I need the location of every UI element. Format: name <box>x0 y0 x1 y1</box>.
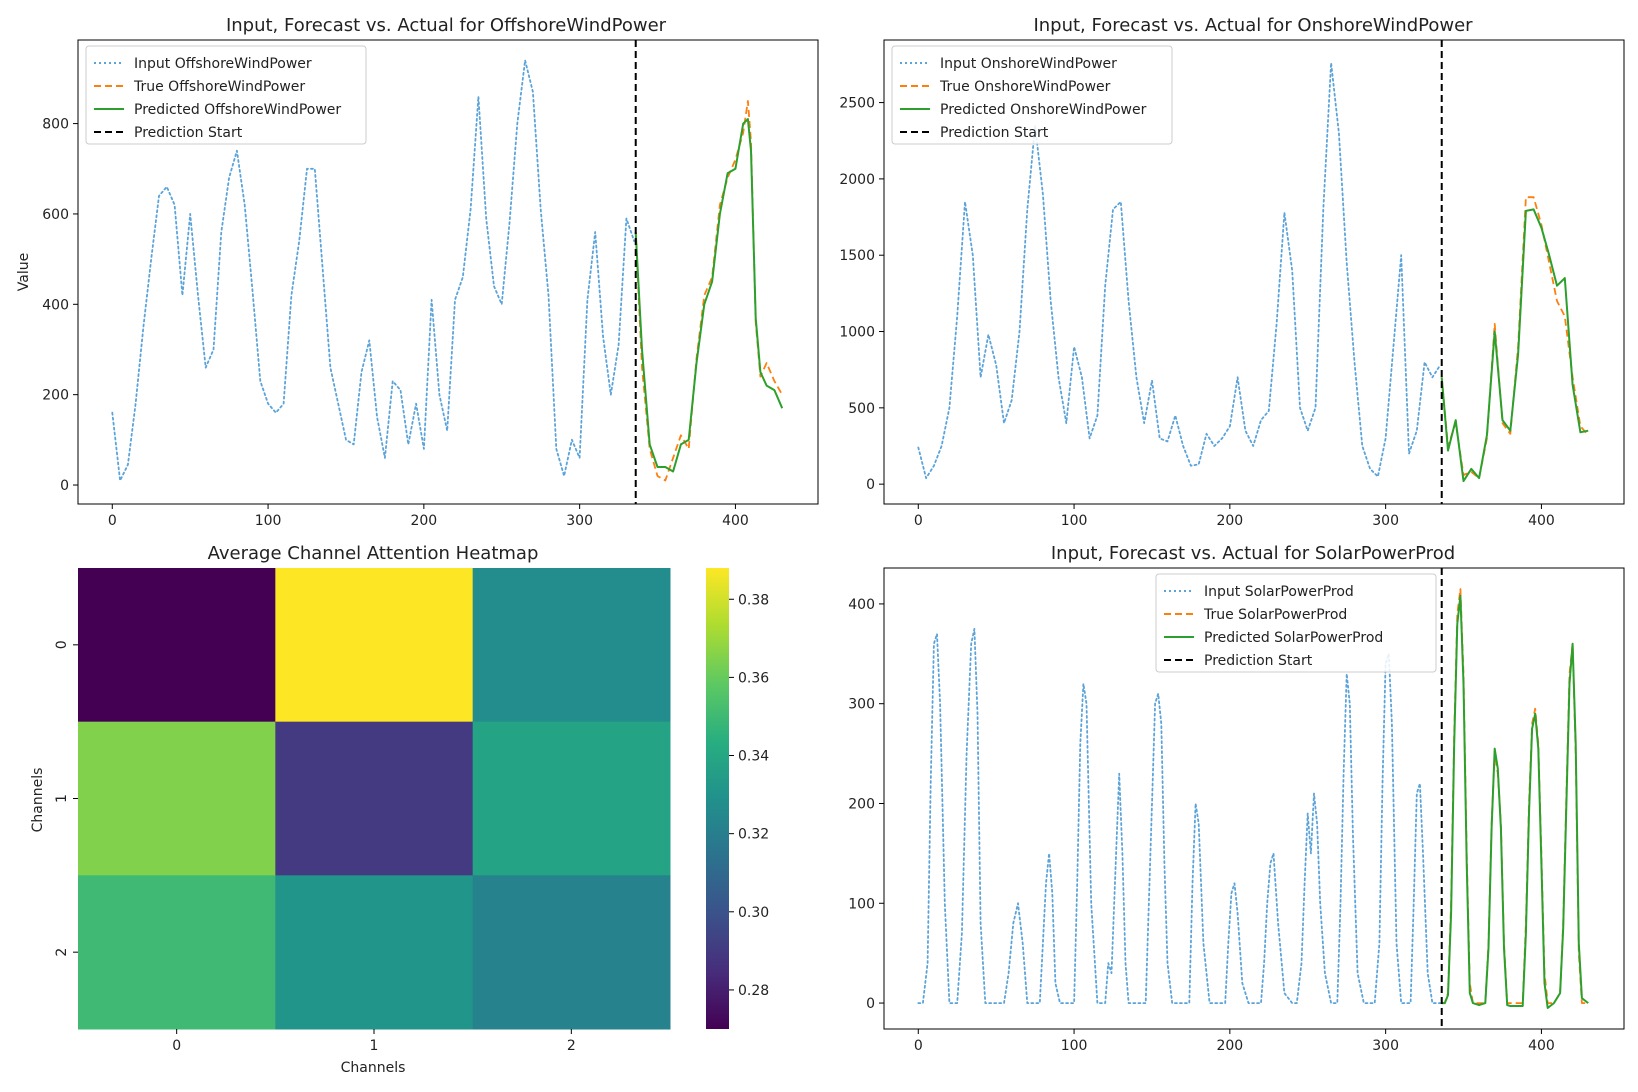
series-line-dashed <box>1440 196 1589 479</box>
x-tick-label: 0 <box>108 513 117 529</box>
legend-box <box>1155 573 1437 673</box>
colorbar-tick-label: 0.28 <box>738 983 769 999</box>
chart-heatmap: Average Channel Attention Heatmap Channe… <box>30 543 769 1076</box>
legend-box <box>85 45 367 145</box>
legend-label: Input SolarPowerProd <box>1204 584 1354 600</box>
x-tick-label: 0 <box>914 513 923 529</box>
x-tick-label: 200 <box>1216 1038 1243 1054</box>
x-tick-label: 100 <box>1061 1038 1088 1054</box>
plot-frame <box>883 39 1625 505</box>
y-tick-label: 400 <box>848 597 875 613</box>
x-tick-label: 1 <box>370 1038 379 1054</box>
legend-label: Prediction Start <box>1204 653 1313 669</box>
heatmap-cell <box>78 568 276 723</box>
y-tick-label: 200 <box>848 796 875 812</box>
legend-label: Prediction Start <box>940 125 1049 141</box>
legend-label: Predicted OffshoreWindPower <box>134 102 341 118</box>
series-line-solid <box>1440 208 1589 483</box>
y-tick-label: 200 <box>42 388 69 404</box>
y-tick-label: 0 <box>60 478 69 494</box>
y-tick-label: 0 <box>866 996 875 1012</box>
x-tick-label: 400 <box>722 513 749 529</box>
chart-onshore-title: Input, Forecast vs. Actual for OnshoreWi… <box>1033 15 1473 36</box>
series-line-dotted <box>111 59 636 482</box>
y-tick-label: 500 <box>848 401 875 417</box>
y-tick-label: 1 <box>54 794 70 803</box>
y-tick-label: 2 <box>54 948 70 957</box>
x-tick-label: 200 <box>1216 513 1243 529</box>
heatmap-ylabel: Channels <box>30 768 46 833</box>
heatmap-xlabel: Channels <box>341 1060 406 1076</box>
colorbar-tick-label: 0.34 <box>738 749 769 765</box>
x-tick-label: 100 <box>1061 513 1088 529</box>
y-tick-label: 2000 <box>839 172 875 188</box>
chart-onshore: Input, Forecast vs. Actual for OnshoreWi… <box>839 15 1625 529</box>
x-tick-label: 300 <box>566 513 593 529</box>
x-tick-label: 300 <box>1372 1038 1399 1054</box>
series-line-dotted <box>917 62 1442 479</box>
heatmap-cell <box>472 875 671 1030</box>
heatmap-cell <box>275 875 474 1030</box>
chart-solar-title: Input, Forecast vs. Actual for SolarPowe… <box>1051 543 1455 564</box>
x-tick-label: 300 <box>1372 513 1399 529</box>
heatmap-cell <box>78 721 276 876</box>
heatmap-cell <box>78 875 276 1030</box>
legend-label: Predicted OnshoreWindPower <box>940 102 1147 118</box>
colorbar-tick-label: 0.36 <box>738 670 769 686</box>
legend-label: Predicted SolarPowerProd <box>1204 630 1383 646</box>
colorbar-tick-label: 0.32 <box>738 827 769 843</box>
heatmap-cell <box>472 568 671 723</box>
x-tick-label: 0 <box>914 1038 923 1054</box>
series-line-solid <box>1441 594 1589 1009</box>
heatmap-cell <box>275 568 474 723</box>
y-tick-label: 400 <box>42 297 69 313</box>
chart-offshore-title: Input, Forecast vs. Actual for OffshoreW… <box>226 15 667 36</box>
heatmap-cell <box>275 721 474 876</box>
chart-offshore-ylabel: Value <box>16 253 32 291</box>
series-line-dotted <box>917 628 1442 1004</box>
y-tick-label: 1000 <box>839 325 875 341</box>
series-line-solid <box>634 118 784 473</box>
heatmap-title: Average Channel Attention Heatmap <box>208 543 539 564</box>
x-tick-label: 400 <box>1528 1038 1555 1054</box>
legend-label: Prediction Start <box>134 125 243 141</box>
chart-offshore: Input, Forecast vs. Actual for OffshoreW… <box>16 15 819 529</box>
y-tick-label: 600 <box>42 207 69 223</box>
y-tick-label: 300 <box>848 697 875 713</box>
x-tick-label: 200 <box>410 513 437 529</box>
legend-label: Input OnshoreWindPower <box>940 56 1117 72</box>
y-tick-label: 800 <box>42 117 69 133</box>
y-tick-label: 100 <box>848 896 875 912</box>
legend-box <box>891 45 1173 145</box>
x-tick-label: 100 <box>255 513 282 529</box>
y-tick-label: 2500 <box>839 96 875 112</box>
colorbar-tick-label: 0.38 <box>738 592 769 608</box>
plot-frame <box>883 567 1625 1030</box>
legend-label: True OnshoreWindPower <box>939 79 1111 95</box>
x-tick-label: 400 <box>1528 513 1555 529</box>
y-tick-label: 1500 <box>839 248 875 264</box>
legend-label: Input OffshoreWindPower <box>134 56 312 72</box>
heatmap-cell <box>472 721 671 876</box>
chart-solar: Input, Forecast vs. Actual for SolarPowe… <box>848 543 1625 1054</box>
legend-label: True OffshoreWindPower <box>133 79 305 95</box>
y-tick-label: 0 <box>866 477 875 493</box>
colorbar <box>706 568 729 1029</box>
plot-frame <box>77 39 819 505</box>
colorbar-tick-label: 0.30 <box>738 905 769 921</box>
legend-label: True SolarPowerProd <box>1203 607 1347 623</box>
x-tick-label: 2 <box>567 1038 576 1054</box>
y-tick-label: 0 <box>54 640 70 649</box>
x-tick-label: 0 <box>172 1038 181 1054</box>
